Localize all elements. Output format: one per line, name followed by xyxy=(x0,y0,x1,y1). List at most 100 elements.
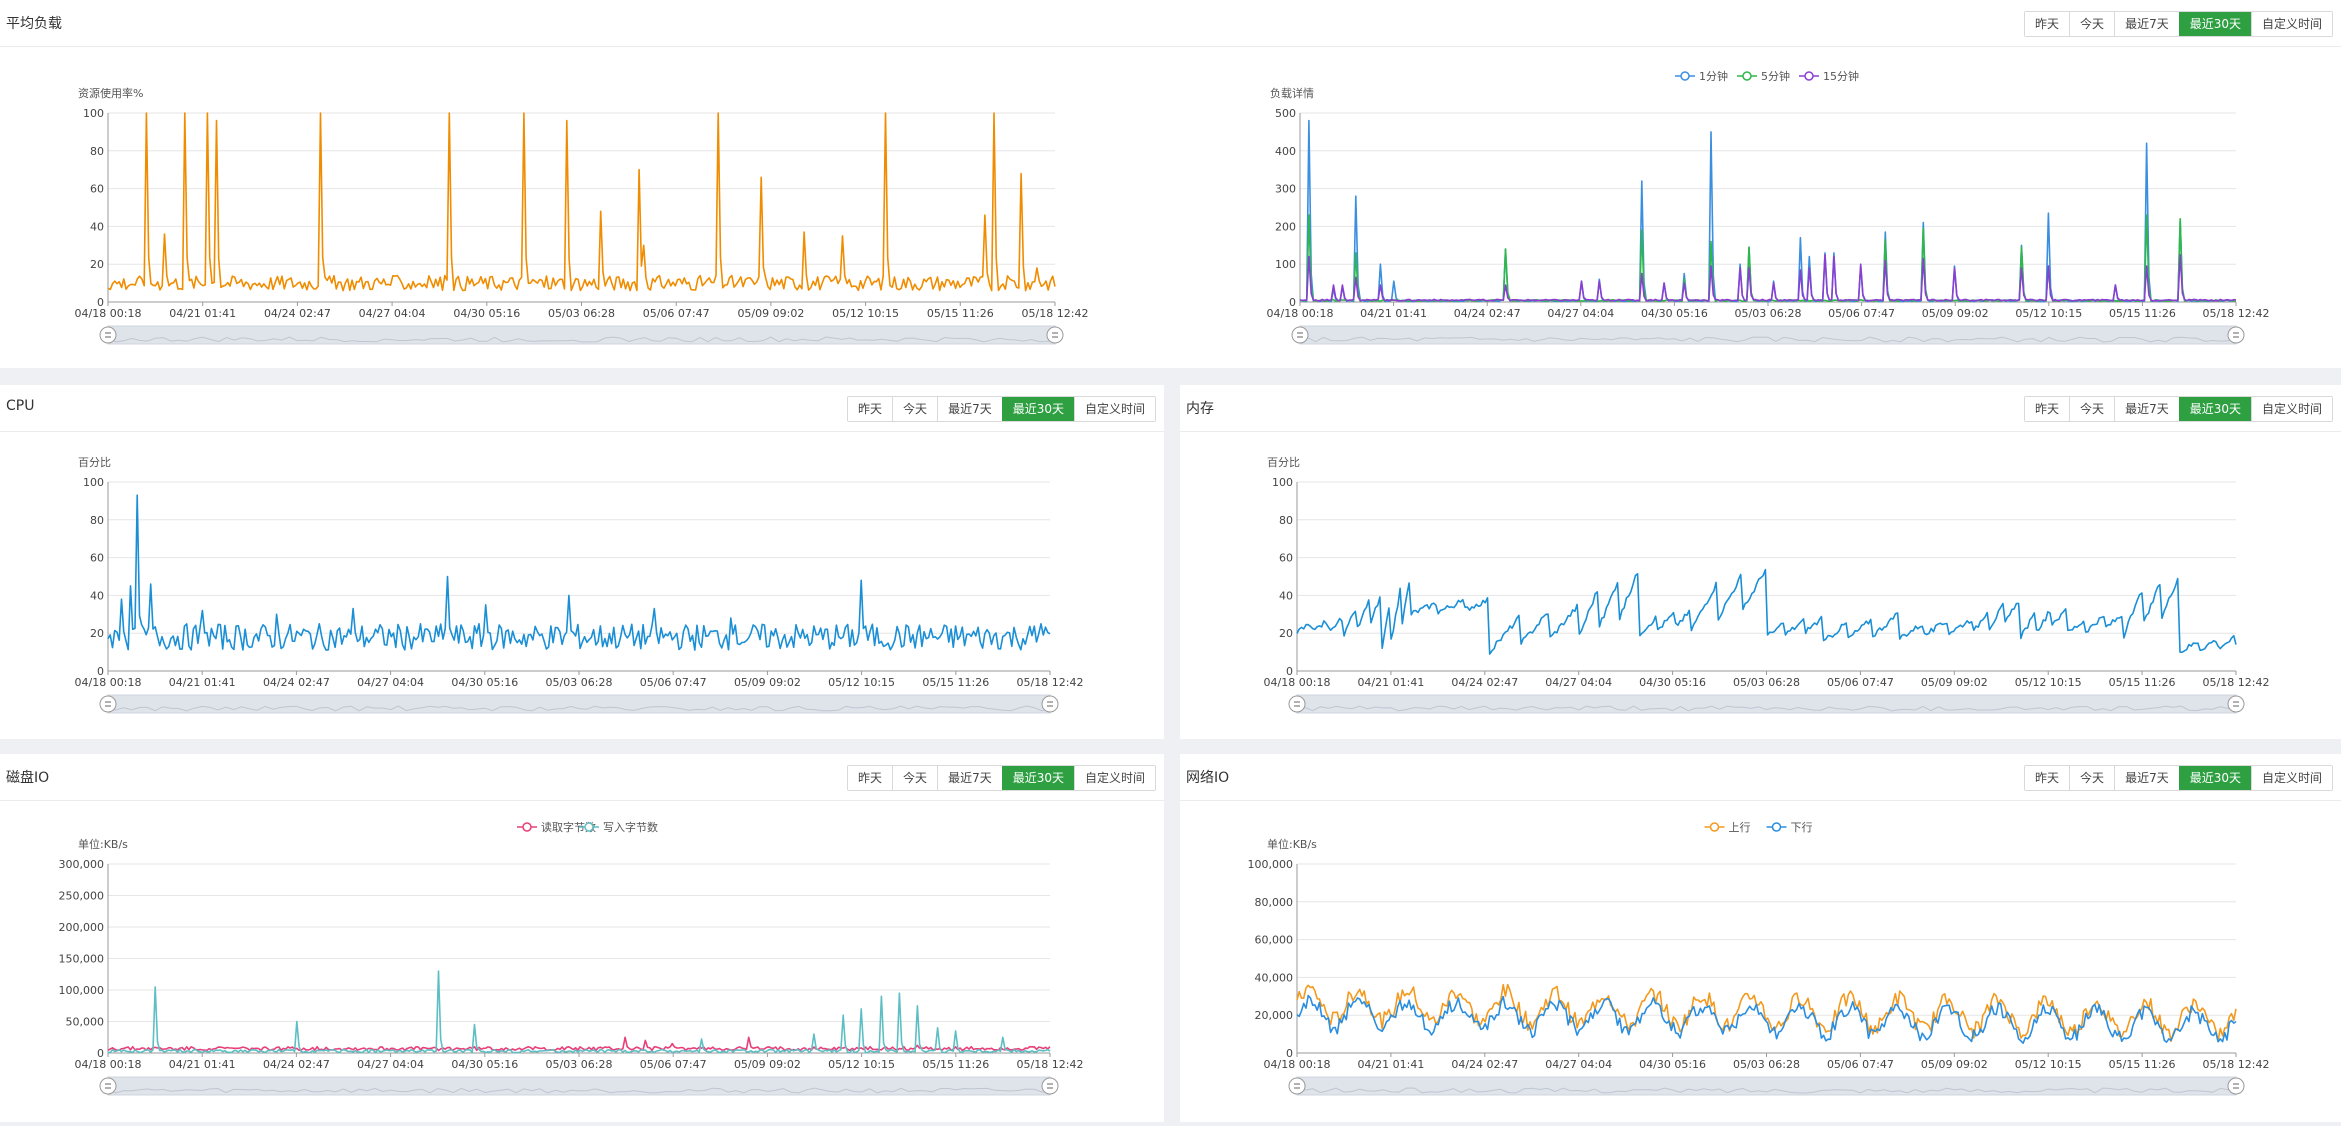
time-range-group: 昨天 今天 最近7天 最近30天 自定义时间 xyxy=(2024,765,2333,791)
zoom-handle-right[interactable] xyxy=(1046,326,1064,344)
range-button-7days[interactable]: 最近7天 xyxy=(2114,766,2179,790)
zoom-slider[interactable] xyxy=(1288,1076,2245,1096)
zoom-handle-knob[interactable] xyxy=(1046,326,1064,344)
series-line-5分钟 xyxy=(1299,214,2237,302)
y-tick-label: 200 xyxy=(1275,220,1296,233)
legend-marker xyxy=(1680,71,1690,81)
range-button-7days[interactable]: 最近7天 xyxy=(937,397,1002,421)
zoom-handle-knob[interactable] xyxy=(2227,695,2245,713)
zoom-slider[interactable] xyxy=(99,1076,1059,1096)
legend-marker xyxy=(522,822,532,832)
range-button-yesterday[interactable]: 昨天 xyxy=(2025,766,2070,790)
zoom-slider[interactable] xyxy=(99,325,1064,345)
zoom-handle-right[interactable] xyxy=(2227,695,2245,713)
range-button-custom[interactable]: 自定义时间 xyxy=(2250,397,2332,421)
range-button-custom[interactable]: 自定义时间 xyxy=(1073,397,1155,421)
y-tick-label: 0 xyxy=(1286,1047,1293,1060)
zoom-track[interactable] xyxy=(1299,325,2237,345)
x-tick-label: 05/03 06:28 xyxy=(546,676,613,689)
range-button-30days[interactable]: 最近30天 xyxy=(1001,397,1074,421)
x-tick-label: 04/30 05:16 xyxy=(453,307,520,320)
range-button-today[interactable]: 今天 xyxy=(892,766,938,790)
zoom-handle-right[interactable] xyxy=(1041,695,1059,713)
y-tick-label: 60,000 xyxy=(1255,934,1294,947)
x-tick-label: 04/27 04:04 xyxy=(1545,676,1612,689)
range-button-30days[interactable]: 最近30天 xyxy=(2178,766,2251,790)
zoom-handle-left[interactable] xyxy=(1291,326,1309,344)
legend-marker xyxy=(1742,71,1752,81)
range-button-today[interactable]: 今天 xyxy=(2069,12,2115,36)
x-tick-label: 05/06 07:47 xyxy=(640,1058,707,1071)
x-tick-label: 04/27 04:04 xyxy=(359,307,426,320)
zoom-track[interactable] xyxy=(107,694,1051,714)
zoom-handle-right[interactable] xyxy=(2227,1077,2245,1095)
range-button-yesterday[interactable]: 昨天 xyxy=(2025,12,2070,36)
zoom-handle-left[interactable] xyxy=(1288,1077,1306,1095)
zoom-track[interactable] xyxy=(107,1076,1051,1096)
series-line-写入字节数 xyxy=(108,970,1051,1054)
y-axis-unit-label: 单位:KB/s xyxy=(78,837,128,851)
panel-title: 内存 xyxy=(1186,401,1214,417)
series-line-读取字节数 xyxy=(107,1036,1051,1052)
legend-marker xyxy=(1709,822,1720,832)
range-button-today[interactable]: 今天 xyxy=(2069,766,2115,790)
zoom-handle-left[interactable] xyxy=(99,326,117,344)
zoom-handle-knob[interactable] xyxy=(1288,1077,1306,1095)
range-button-today[interactable]: 今天 xyxy=(2069,397,2115,421)
zoom-handle-left[interactable] xyxy=(1288,695,1306,713)
legend-item[interactable]: 15分钟 xyxy=(1799,69,1859,83)
zoom-handle-knob[interactable] xyxy=(1291,326,1309,344)
zoom-handle-knob[interactable] xyxy=(2227,1077,2245,1095)
zoom-handle-right[interactable] xyxy=(1041,1077,1059,1095)
zoom-handle-knob[interactable] xyxy=(99,326,117,344)
zoom-handle-knob[interactable] xyxy=(1288,695,1306,713)
zoom-handle-knob[interactable] xyxy=(1041,695,1059,713)
range-button-7days[interactable]: 最近7天 xyxy=(2114,12,2179,36)
range-button-yesterday[interactable]: 昨天 xyxy=(848,397,893,421)
x-tick-label: 04/21 01:41 xyxy=(1357,1058,1424,1071)
range-button-yesterday[interactable]: 昨天 xyxy=(2025,397,2070,421)
y-tick-label: 150,000 xyxy=(59,953,105,966)
legend-item[interactable]: 1分钟 xyxy=(1675,69,1728,83)
zoom-handle-knob[interactable] xyxy=(2227,326,2245,344)
x-tick-label: 05/18 12:42 xyxy=(1022,307,1089,320)
x-tick-label: 05/09 09:02 xyxy=(737,307,804,320)
zoom-handle-left[interactable] xyxy=(99,1077,117,1095)
range-button-7days[interactable]: 最近7天 xyxy=(937,766,1002,790)
range-button-30days[interactable]: 最近30天 xyxy=(2178,12,2251,36)
zoom-slider[interactable] xyxy=(1288,694,2245,714)
legend-item[interactable]: 下行 xyxy=(1766,821,1813,834)
legend-label: 下行 xyxy=(1791,821,1813,834)
range-button-custom[interactable]: 自定义时间 xyxy=(2250,766,2332,790)
y-tick-label: 0 xyxy=(1286,665,1293,678)
series-line-上行 xyxy=(1296,983,2237,1043)
x-tick-label: 05/12 10:15 xyxy=(2015,676,2082,689)
range-button-30days[interactable]: 最近30天 xyxy=(2178,397,2251,421)
range-button-custom[interactable]: 自定义时间 xyxy=(1073,766,1155,790)
zoom-slider[interactable] xyxy=(99,694,1059,714)
range-button-yesterday[interactable]: 昨天 xyxy=(848,766,893,790)
range-button-today[interactable]: 今天 xyxy=(892,397,938,421)
zoom-handle-left[interactable] xyxy=(99,695,117,713)
range-button-30days[interactable]: 最近30天 xyxy=(1001,766,1074,790)
zoom-slider[interactable] xyxy=(1291,325,2245,345)
zoom-handle-right[interactable] xyxy=(2227,326,2245,344)
legend-item[interactable]: 读取字节数 xyxy=(517,820,596,834)
zoom-handle-knob[interactable] xyxy=(99,695,117,713)
x-tick-label: 04/18 00:18 xyxy=(75,1058,142,1071)
x-tick-label: 05/15 11:26 xyxy=(2109,1058,2176,1071)
series-line-15分钟 xyxy=(1299,254,2237,302)
range-button-custom[interactable]: 自定义时间 xyxy=(2250,12,2332,36)
x-tick-label: 05/12 10:15 xyxy=(832,307,899,320)
zoom-handle-knob[interactable] xyxy=(1041,1077,1059,1095)
memory-panel: 内存 昨天 今天 最近7天 最近30天 自定义时间 百分比 0 20 40 60 80 10… xyxy=(1180,385,2341,739)
zoom-handle-knob[interactable] xyxy=(99,1077,117,1095)
disk-panel-header: 磁盘IO 昨天 今天 最近7天 最近30天 自定义时间 xyxy=(0,754,1164,801)
legend-label: 1分钟 xyxy=(1699,69,1728,83)
x-tick-label: 05/15 11:26 xyxy=(922,1058,989,1071)
legend-item[interactable]: 写入字节数 xyxy=(579,820,658,834)
legend-item[interactable]: 上行 xyxy=(1704,821,1751,834)
legend-item[interactable]: 5分钟 xyxy=(1737,69,1790,83)
range-button-7days[interactable]: 最近7天 xyxy=(2114,397,2179,421)
y-tick-label: 60 xyxy=(90,552,104,565)
